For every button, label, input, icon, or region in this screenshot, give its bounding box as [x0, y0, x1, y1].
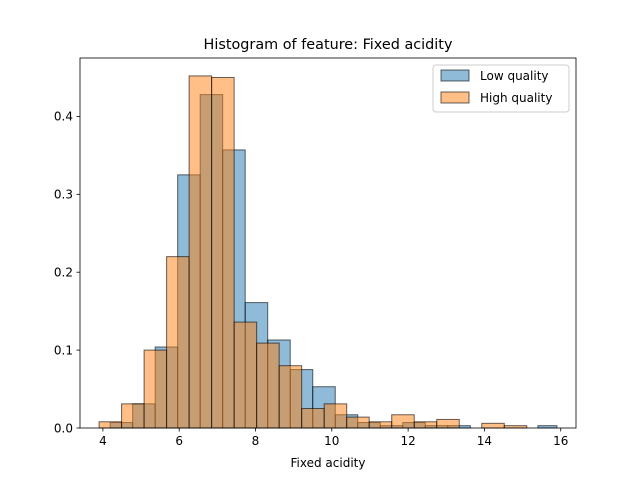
plot-area-frame [79, 57, 577, 429]
x-tick-label: 12 [400, 434, 415, 448]
y-tick-label: 0.2 [54, 266, 73, 280]
legend-swatch-low-quality [440, 69, 470, 82]
y-tick-label: 0.0 [54, 421, 73, 435]
high-quality-bar [346, 416, 370, 429]
chart-title: Histogram of feature: Fixed acidity [204, 37, 453, 53]
legend-label-low-quality: Low quality [480, 69, 549, 83]
high-quality-bar [301, 408, 325, 429]
x-tick-label: 6 [175, 434, 183, 448]
x-tick-label: 14 [477, 434, 492, 448]
high-quality-bar [233, 321, 258, 429]
high-quality-bar [323, 403, 348, 429]
x-tick-label: 4 [99, 434, 107, 448]
high-quality-bar [256, 342, 280, 429]
x-tick-label: 10 [324, 434, 339, 448]
high-quality-bar [391, 414, 415, 429]
x-axis-ticks: 4 6 8 10 12 14 16 [99, 428, 568, 448]
legend-swatch-high-quality [440, 91, 470, 104]
y-tick-label: 0.4 [54, 110, 73, 124]
high-quality-bar [413, 421, 438, 429]
high-quality-bar [278, 365, 303, 429]
high-quality-bars [98, 75, 528, 429]
high-quality-bar [368, 421, 393, 429]
high-quality-bar [211, 76, 235, 429]
high-quality-bar [436, 418, 460, 429]
high-quality-bar [98, 421, 123, 429]
x-axis-label: Fixed acidity [291, 456, 366, 470]
x-tick-label: 8 [252, 434, 260, 448]
y-axis-ticks: 0.0 0.1 0.2 0.3 0.4 [54, 110, 80, 435]
y-tick-label: 0.1 [54, 343, 73, 357]
high-quality-bar [166, 256, 190, 429]
high-quality-bar [188, 75, 213, 429]
high-quality-bar [143, 349, 168, 429]
legend-label-high-quality: High quality [480, 91, 552, 105]
legend: Low quality High quality [432, 64, 570, 113]
high-quality-bar [481, 422, 505, 429]
x-tick-label: 16 [553, 434, 568, 448]
y-tick-label: 0.3 [54, 188, 73, 202]
high-quality-bar [121, 403, 145, 429]
